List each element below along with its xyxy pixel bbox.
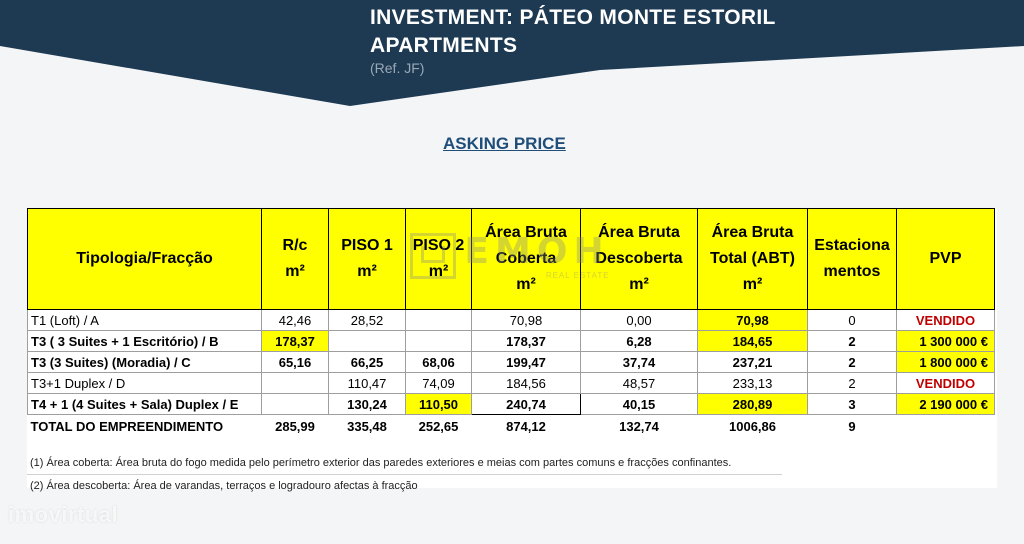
- cell-rc: 42,46: [261, 309, 329, 331]
- cell-area-descoberta: 37,74: [580, 351, 698, 373]
- total-area-total: 1006,86: [729, 418, 776, 434]
- cell-pvp: 1 800 000 €: [896, 351, 995, 373]
- cell-tipologia: T3+1 Duplex / D: [27, 372, 262, 394]
- total-rc: 285,99: [275, 418, 315, 434]
- cell-area-total: 237,21: [697, 351, 808, 373]
- cell-estacionamentos: 0: [807, 309, 897, 331]
- total-label: TOTAL DO EMPREENDIMENTO: [30, 418, 224, 434]
- header-area-coberta: Área Bruta Coberta m²: [471, 208, 581, 310]
- imovirtual-watermark: imovirtual: [8, 502, 119, 527]
- cell-area-descoberta: 48,57: [580, 372, 698, 394]
- reference-code: (Ref. JF): [370, 60, 425, 76]
- cell-area-coberta: 240,74: [471, 393, 581, 415]
- header-estacionamentos: Estaciona mentos: [807, 208, 897, 310]
- asking-price-heading: ASKING PRICE: [443, 134, 566, 153]
- cell-pvp-sold: VENDIDO: [896, 372, 995, 394]
- cell-rc: 178,37: [261, 330, 329, 352]
- header-tipologia: Tipologia/Fracção: [27, 208, 262, 310]
- cell-area-total: 280,89: [697, 393, 808, 415]
- table-total-row: TOTAL DO EMPREENDIMENTO 285,99 335,48 25…: [28, 415, 995, 438]
- cell-area-coberta: 178,37: [471, 330, 581, 352]
- banner-background: [0, 0, 1024, 106]
- header-banner: INVESTMENT: PÁTEO MONTE ESTORIL APARTMEN…: [0, 0, 1024, 106]
- cell-area-coberta: 184,56: [471, 372, 581, 394]
- footnote-1: (1) Área coberta: Área bruta do fogo med…: [27, 452, 782, 475]
- cell-piso1: 130,24: [328, 393, 406, 415]
- table-row: T3 ( 3 Suites + 1 Escritório) / B 178,37…: [27, 330, 995, 352]
- total-pvp: [897, 415, 995, 438]
- total-estacionamentos: 9: [848, 418, 856, 434]
- table-row: T3+1 Duplex / D 110,47 74,09 184,56 48,5…: [27, 372, 995, 394]
- header-area-total: Área Bruta Total (ABT) m²: [697, 208, 808, 310]
- cell-area-total: 70,98: [697, 309, 808, 331]
- cell-area-coberta: 199,47: [471, 351, 581, 373]
- cell-tipologia: T3 (3 Suites) (Moradia) / C: [27, 351, 262, 373]
- total-area-descoberta: 132,74: [619, 418, 659, 434]
- total-area-coberta: 874,12: [506, 418, 546, 434]
- cell-rc: 65,16: [261, 351, 329, 373]
- cell-estacionamentos: 2: [807, 351, 897, 373]
- cell-piso1: 66,25: [328, 351, 406, 373]
- header-pvp: PVP: [896, 208, 995, 310]
- cell-area-total: 233,13: [697, 372, 808, 394]
- cell-pvp: 2 190 000 €: [896, 393, 995, 415]
- cell-piso1: 28,52: [328, 309, 406, 331]
- cell-area-descoberta: 40,15: [580, 393, 698, 415]
- header-piso1: PISO 1 m²: [328, 208, 406, 310]
- header-rc: R/c m²: [261, 208, 329, 310]
- cell-estacionamentos: 3: [807, 393, 897, 415]
- cell-pvp: 1 300 000 €: [896, 330, 995, 352]
- footnotes: (1) Área coberta: Área bruta do fogo med…: [27, 452, 782, 497]
- cell-piso2: [405, 330, 472, 352]
- cell-piso2: 110,50: [405, 393, 472, 415]
- title-line-2: APARTMENTS: [370, 34, 518, 57]
- cell-rc: [261, 393, 329, 415]
- header-piso2: PISO 2 m²: [405, 208, 472, 310]
- cell-tipologia: T1 (Loft) / A: [27, 309, 262, 331]
- total-piso1: 335,48: [347, 418, 387, 434]
- cell-piso1: [328, 330, 406, 352]
- title-line-1: INVESTMENT: PÁTEO MONTE ESTORIL: [370, 6, 776, 29]
- cell-area-coberta: 70,98: [471, 309, 581, 331]
- cell-area-descoberta: 6,28: [580, 330, 698, 352]
- table-row: T3 (3 Suites) (Moradia) / C 65,16 66,25 …: [27, 351, 995, 373]
- cell-tipologia: T3 ( 3 Suites + 1 Escritório) / B: [27, 330, 262, 352]
- footnote-2: (2) Área descoberta: Área de varandas, t…: [30, 480, 418, 492]
- cell-piso2: [405, 309, 472, 331]
- table-row: T4 + 1 (4 Suites + Sala) Duplex / E 130,…: [27, 393, 995, 415]
- total-piso2: 252,65: [418, 418, 459, 434]
- cell-estacionamentos: 2: [807, 330, 897, 352]
- cell-estacionamentos: 2: [807, 372, 897, 394]
- table-row: T1 (Loft) / A 42,46 28,52 70,98 0,00 70,…: [27, 309, 995, 331]
- cell-piso1: 110,47: [328, 372, 406, 394]
- header-area-descoberta: Área Bruta Descoberta m²: [580, 208, 698, 310]
- cell-area-total: 184,65: [697, 330, 808, 352]
- cell-piso2: 68,06: [405, 351, 472, 373]
- cell-piso2: 74,09: [405, 372, 472, 394]
- cell-rc: [261, 372, 329, 394]
- cell-tipologia: T4 + 1 (4 Suites + Sala) Duplex / E: [27, 393, 262, 415]
- cell-area-descoberta: 0,00: [580, 309, 698, 331]
- cell-pvp-sold: VENDIDO: [896, 309, 995, 331]
- page-title: INVESTMENT: PÁTEO MONTE ESTORIL APARTMEN…: [370, 4, 776, 60]
